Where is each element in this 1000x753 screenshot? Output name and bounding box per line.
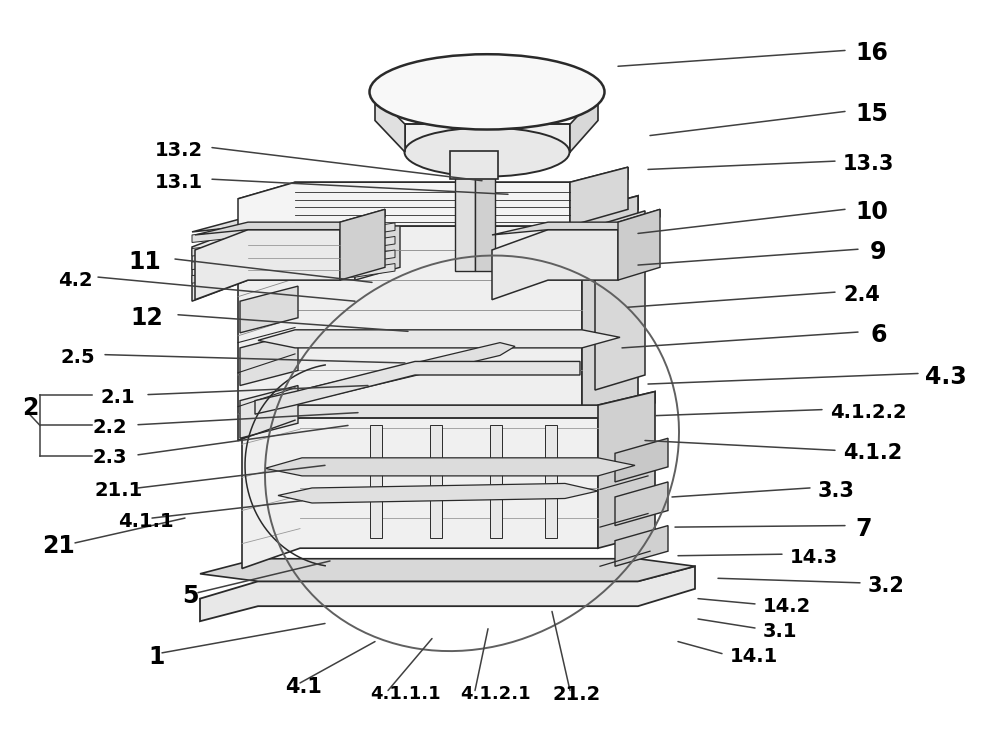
Polygon shape bbox=[582, 196, 638, 420]
Text: 4.3: 4.3 bbox=[925, 364, 967, 389]
Text: 4.1.2.1: 4.1.2.1 bbox=[460, 685, 531, 703]
Ellipse shape bbox=[370, 54, 604, 130]
Text: 14.3: 14.3 bbox=[790, 547, 838, 567]
Text: 9: 9 bbox=[870, 240, 887, 264]
Polygon shape bbox=[238, 196, 638, 227]
Polygon shape bbox=[430, 425, 442, 538]
Text: 13.1: 13.1 bbox=[155, 172, 203, 192]
Polygon shape bbox=[595, 211, 645, 390]
Polygon shape bbox=[192, 264, 395, 283]
Text: 13.3: 13.3 bbox=[843, 154, 894, 174]
Text: 4.1.2: 4.1.2 bbox=[843, 444, 902, 463]
Polygon shape bbox=[242, 392, 655, 422]
Polygon shape bbox=[615, 438, 668, 482]
Text: 21.2: 21.2 bbox=[552, 684, 600, 704]
Polygon shape bbox=[240, 333, 298, 386]
Polygon shape bbox=[405, 124, 570, 152]
Polygon shape bbox=[340, 209, 385, 280]
Text: 7: 7 bbox=[855, 517, 872, 541]
Text: 2.4: 2.4 bbox=[843, 285, 880, 305]
Text: 14.2: 14.2 bbox=[763, 597, 811, 617]
Polygon shape bbox=[200, 559, 695, 581]
Polygon shape bbox=[238, 167, 628, 199]
Polygon shape bbox=[238, 182, 570, 242]
Text: 21: 21 bbox=[42, 534, 75, 558]
Polygon shape bbox=[242, 418, 598, 569]
Polygon shape bbox=[370, 425, 382, 538]
Ellipse shape bbox=[404, 128, 570, 177]
Polygon shape bbox=[570, 94, 598, 152]
Polygon shape bbox=[355, 212, 400, 280]
Polygon shape bbox=[545, 425, 557, 538]
Polygon shape bbox=[375, 94, 405, 152]
Text: 2: 2 bbox=[22, 396, 38, 420]
Polygon shape bbox=[240, 286, 298, 333]
Polygon shape bbox=[615, 526, 668, 566]
Polygon shape bbox=[492, 209, 660, 235]
Polygon shape bbox=[490, 425, 502, 538]
Polygon shape bbox=[192, 223, 395, 242]
Polygon shape bbox=[238, 226, 582, 441]
Polygon shape bbox=[200, 566, 695, 621]
Text: 4.1.1.1: 4.1.1.1 bbox=[370, 685, 441, 703]
Polygon shape bbox=[240, 386, 298, 438]
Polygon shape bbox=[265, 458, 635, 476]
Polygon shape bbox=[192, 236, 395, 256]
Text: 2.5: 2.5 bbox=[60, 348, 95, 367]
Polygon shape bbox=[298, 343, 515, 401]
Text: 1: 1 bbox=[148, 645, 164, 669]
Text: 6: 6 bbox=[870, 323, 887, 347]
Text: 2.1: 2.1 bbox=[100, 388, 135, 407]
Polygon shape bbox=[255, 361, 580, 414]
Polygon shape bbox=[195, 230, 340, 300]
Polygon shape bbox=[192, 226, 355, 301]
Text: 21.1: 21.1 bbox=[95, 481, 143, 501]
Text: 12: 12 bbox=[130, 306, 163, 330]
Text: 10: 10 bbox=[855, 200, 888, 224]
Polygon shape bbox=[570, 167, 628, 226]
Text: 15: 15 bbox=[855, 102, 888, 127]
Polygon shape bbox=[615, 482, 668, 526]
Text: 4.1.2.2: 4.1.2.2 bbox=[830, 403, 907, 422]
Polygon shape bbox=[192, 250, 395, 270]
Text: 2.3: 2.3 bbox=[92, 448, 126, 468]
Text: 14.1: 14.1 bbox=[730, 647, 778, 666]
Text: 13.2: 13.2 bbox=[155, 141, 203, 160]
Polygon shape bbox=[258, 330, 620, 348]
Polygon shape bbox=[450, 151, 498, 179]
Polygon shape bbox=[192, 205, 400, 232]
Polygon shape bbox=[598, 392, 655, 548]
Polygon shape bbox=[278, 483, 598, 503]
Text: 4.1: 4.1 bbox=[285, 677, 322, 697]
Polygon shape bbox=[455, 152, 475, 271]
Polygon shape bbox=[475, 152, 495, 271]
Text: 16: 16 bbox=[855, 41, 888, 65]
Text: 5: 5 bbox=[182, 584, 198, 608]
Text: 4.1.1: 4.1.1 bbox=[118, 511, 174, 531]
Text: 2.2: 2.2 bbox=[92, 418, 127, 437]
Polygon shape bbox=[618, 209, 660, 280]
Text: 3.2: 3.2 bbox=[868, 576, 905, 596]
Polygon shape bbox=[492, 230, 618, 300]
Text: 11: 11 bbox=[128, 250, 161, 274]
Text: 4.2: 4.2 bbox=[58, 270, 93, 290]
Text: 3.1: 3.1 bbox=[763, 621, 798, 641]
Text: 3.3: 3.3 bbox=[818, 481, 855, 501]
Polygon shape bbox=[195, 209, 385, 235]
